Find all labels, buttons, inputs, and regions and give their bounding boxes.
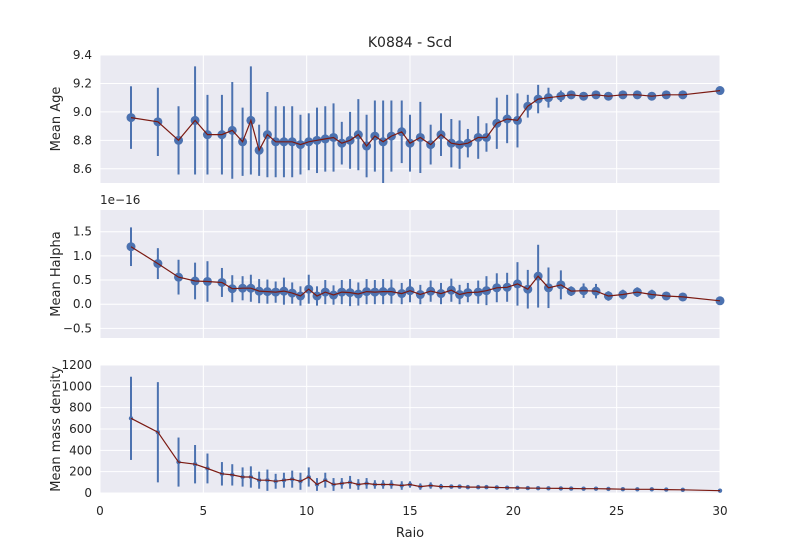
panel-halpha-series-line: [130, 246, 721, 302]
panel-age: 8.6 8.8 9.0 9.2 9.4 Mean Age: [49, 48, 725, 183]
panel-halpha-y-axis-label: Mean Halpha: [49, 231, 64, 316]
panel-age-y-tick-label-4: 9.4: [73, 48, 92, 62]
panel-age-y-tick-label-2: 9.0: [73, 105, 92, 119]
panel-halpha-point-52: [715, 296, 725, 306]
panel-age-y-tick-label-0: 8.6: [73, 162, 92, 176]
panel-density-y-tick-label-5: 1000: [61, 379, 92, 393]
panel-density-series-line: [130, 417, 721, 492]
panel-density-y-tick-label-3: 600: [69, 422, 92, 436]
x-tick-label-3: 15: [402, 504, 417, 518]
x-tick-label-6: 30: [712, 504, 727, 518]
panel-halpha-y-tick-label-2: 0.5: [73, 273, 92, 287]
panel-density-y-tick-label-0: 0: [84, 486, 92, 500]
panel-age-y-tick-label-1: 8.8: [73, 133, 92, 147]
panel-halpha-y-tick-label-4: 1.5: [73, 225, 92, 239]
panel-halpha-y-tick-label-0: −0.5: [63, 321, 92, 335]
x-tick-label-1: 5: [200, 504, 208, 518]
panel-age-y-tick-label-3: 9.2: [73, 76, 92, 90]
panel-density-y-tick-label-6: 1200: [61, 358, 92, 372]
x-tick-label-4: 20: [506, 504, 521, 518]
x-axis-label: Raio: [396, 526, 424, 541]
panel-density-y-axis-label: Mean mass density: [49, 366, 64, 492]
panel-age-point-0: [126, 113, 136, 123]
panel-age-y-axis-label: Mean Age: [49, 87, 64, 152]
chart-title: K0884 - Scd: [368, 35, 452, 51]
panel-density-y-tick-label-2: 400: [69, 443, 92, 457]
panel-age-series-line: [130, 90, 721, 152]
panel-age-point-52: [715, 86, 725, 96]
panel-halpha-y-tick-label-3: 1.0: [73, 249, 92, 263]
panel-halpha-y-tick-label-1: 0.0: [73, 297, 92, 311]
panel-density-y-tick-label-1: 200: [69, 465, 92, 479]
panel-halpha-offset-label: 1e−16: [100, 193, 140, 207]
x-tick-label-5: 25: [609, 504, 624, 518]
x-tick-label-2: 10: [299, 504, 314, 518]
panel-halpha: −0.5 0.0 0.5 1.0 1.5 Mean Halpha 1e−16: [49, 193, 725, 338]
x-tick-label-0: 0: [96, 504, 104, 518]
panel-density-y-tick-label-4: 800: [69, 401, 92, 415]
panels-container: 8.6 8.8 9.0 9.2 9.4 Mean Age −0.5 0.0 0.5 1.0 1.5 M…: [49, 48, 728, 518]
